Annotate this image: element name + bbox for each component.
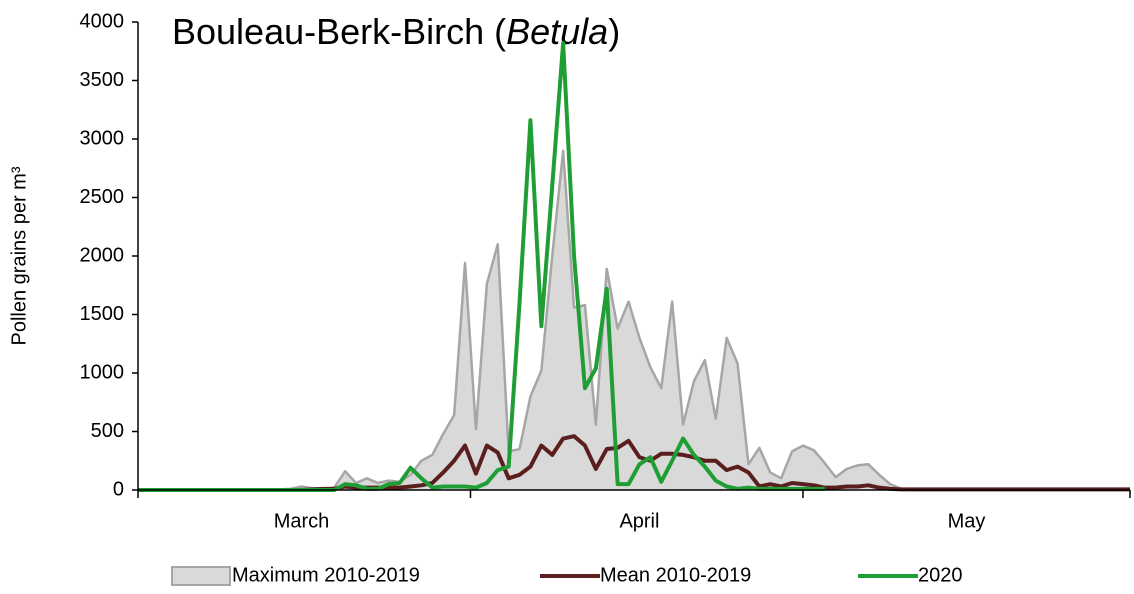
legend-label: Mean 2010-2019 — [600, 564, 751, 586]
x-tick-label: April — [619, 510, 659, 532]
y-tick-label: 1500 — [80, 303, 125, 325]
y-tick-label: 3000 — [80, 127, 125, 149]
y-tick-label: 0 — [113, 478, 124, 500]
x-tick-label: May — [948, 510, 986, 532]
y-tick-label: 2500 — [80, 186, 125, 208]
legend-label: Maximum 2010-2019 — [232, 564, 420, 586]
y-axis-label: Pollen grains per m³ — [8, 166, 30, 345]
title-part: ) — [608, 11, 620, 52]
title-part: Bouleau-Berk-Birch ( — [172, 11, 506, 52]
chart-title: Bouleau-Berk-Birch (Betula) — [172, 11, 620, 52]
legend-swatch — [171, 566, 231, 586]
title-part: Betula — [506, 11, 608, 52]
y-tick-label: 4000 — [80, 10, 125, 32]
x-tick-label: March — [274, 510, 330, 532]
legend-label: 2020 — [918, 564, 963, 586]
y-tick-label: 3500 — [80, 69, 125, 91]
y-tick-label: 1000 — [80, 361, 125, 383]
y-tick-label: 2000 — [80, 244, 125, 266]
y-tick-label: 500 — [91, 420, 124, 442]
